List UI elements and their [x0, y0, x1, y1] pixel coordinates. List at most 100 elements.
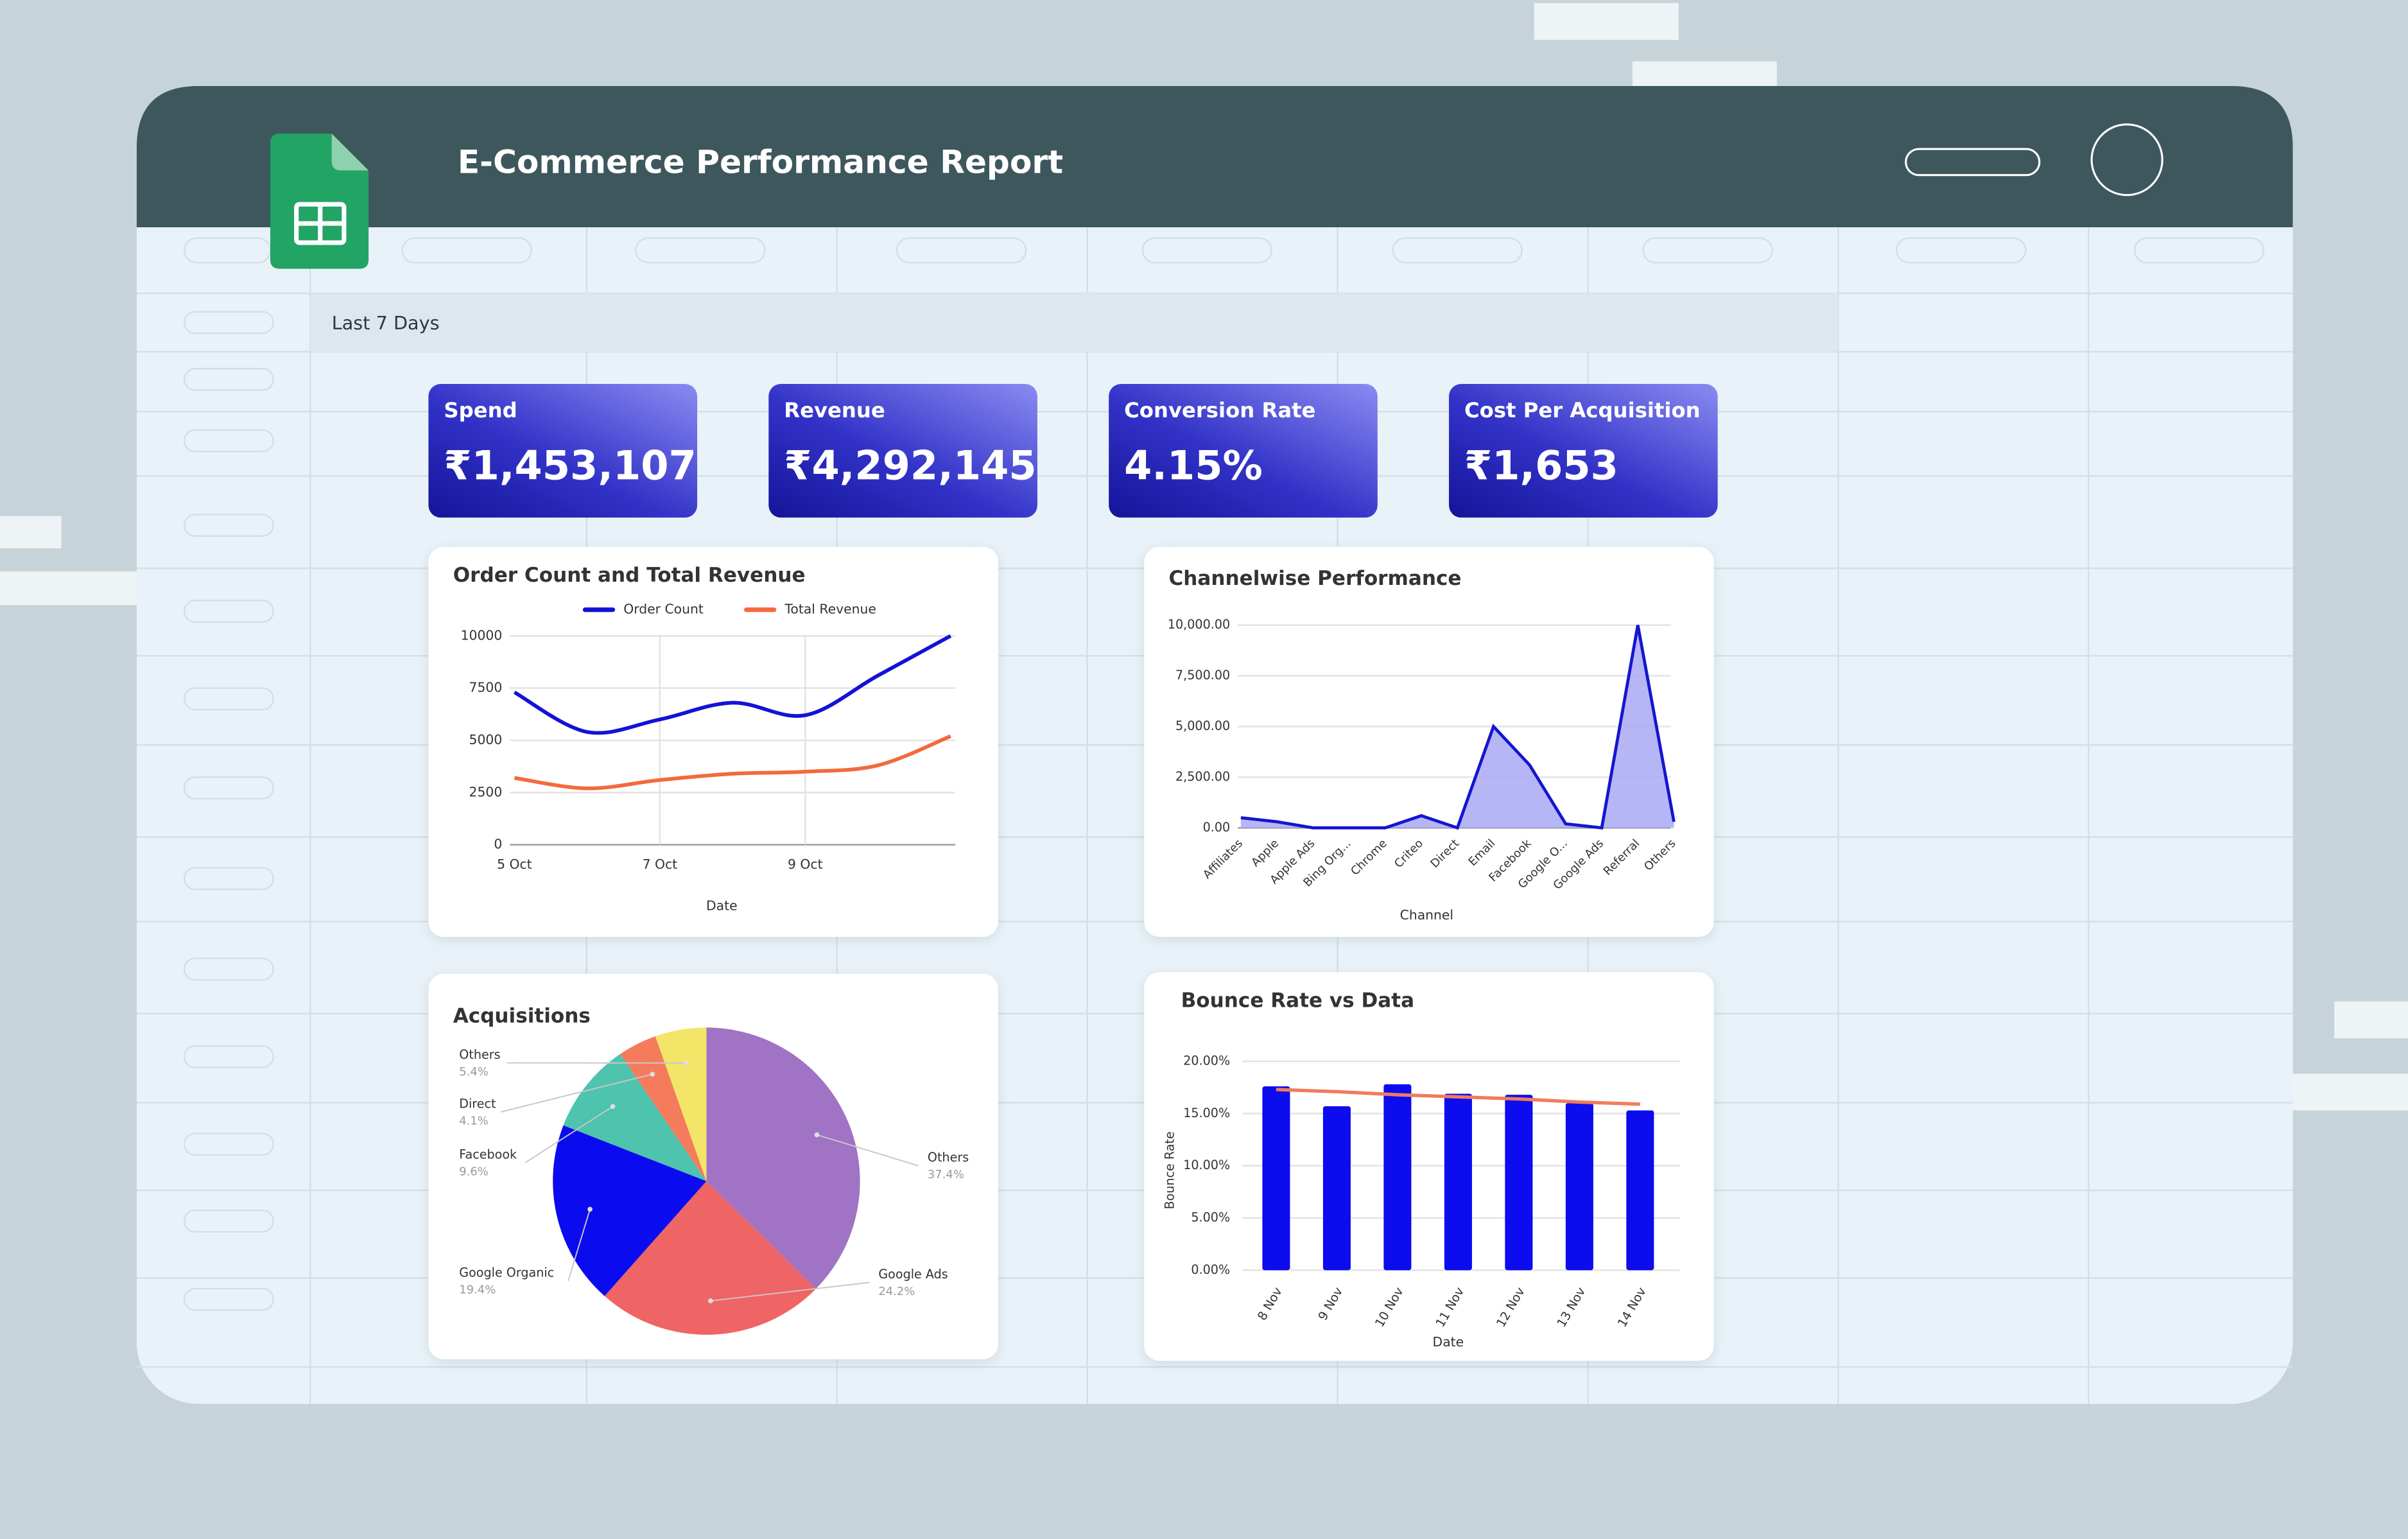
decor — [2288, 1074, 2408, 1111]
chart-title: Channelwise Performance — [1168, 567, 1461, 590]
leader-line — [524, 1106, 614, 1163]
pie-slice — [620, 1036, 707, 1181]
y-tick-label: 5.00% — [1191, 1210, 1230, 1225]
slice-label: Google Organic — [459, 1265, 554, 1280]
y-tick-label: 0.00% — [1191, 1262, 1230, 1277]
kpi-label: Cost Per Acquisition — [1464, 398, 1701, 422]
decor — [1534, 3, 1679, 40]
slice-value-label: 19.4% — [459, 1283, 496, 1296]
kpi-label: Revenue — [784, 398, 885, 422]
leader-dot — [684, 1060, 689, 1066]
pie-slice — [553, 1125, 707, 1296]
x-tick-label: 5 Oct — [497, 856, 532, 872]
slice-label: Others — [928, 1150, 969, 1165]
y-tick-label: 15.00% — [1183, 1106, 1230, 1120]
decor — [2334, 1001, 2408, 1039]
slice-value-label: 37.4% — [928, 1168, 964, 1181]
x-axis-title: Date — [1433, 1334, 1464, 1350]
bar — [1505, 1095, 1533, 1271]
profile-button[interactable] — [2090, 123, 2163, 196]
trend-line — [1276, 1088, 1640, 1106]
window-header — [136, 85, 2293, 228]
kpi-label: Conversion Rate — [1124, 398, 1315, 422]
y-tick-label: 20.00% — [1183, 1054, 1230, 1068]
slice-label: Facebook — [459, 1147, 517, 1161]
kpi-card — [1449, 384, 1718, 518]
decor — [1632, 61, 1777, 86]
chart-title: Order Count and Total Revenue — [453, 564, 806, 587]
leader-line — [500, 1074, 653, 1113]
chart-card — [428, 546, 998, 937]
leader-line — [567, 1209, 591, 1282]
sheet-row-pill — [183, 957, 275, 981]
bar — [1322, 1106, 1351, 1271]
y-tick-label: 10000 — [461, 627, 503, 643]
slice-label: Direct — [459, 1097, 496, 1111]
x-tick-label: 7 Oct — [643, 856, 678, 872]
sheet-row-pill — [183, 687, 275, 711]
y-tick-label: 0 — [494, 837, 502, 852]
kpi-card — [1109, 384, 1378, 518]
kpi-label: Spend — [444, 398, 517, 422]
leader-dot — [814, 1132, 820, 1138]
sheet-header-pill — [1392, 237, 1523, 264]
y-tick-label: 5000 — [469, 732, 503, 747]
legend-label: Order Count — [623, 602, 704, 617]
decor — [0, 571, 142, 605]
y-tick-label: 10,000.00 — [1168, 617, 1230, 632]
y-axis-title: Bounce Rate — [1162, 1131, 1177, 1209]
slice-value-label: 24.2% — [878, 1285, 915, 1298]
filter-row — [310, 293, 1839, 352]
chart-card — [1144, 546, 1714, 937]
pie-slice — [563, 1054, 707, 1181]
line-series — [513, 634, 952, 735]
y-tick-label: 2500 — [469, 784, 503, 799]
y-tick-label: 2,500.00 — [1175, 769, 1230, 784]
pie-slice — [706, 1027, 860, 1289]
leader-dot — [587, 1206, 593, 1212]
sheet-row-pill — [183, 1045, 275, 1068]
area-line — [1240, 625, 1676, 830]
sheet-header-pill — [635, 237, 766, 264]
x-axis-title: Date — [706, 898, 738, 913]
bar — [1262, 1086, 1290, 1271]
bar — [1565, 1103, 1593, 1271]
slice-value-label: 4.1% — [459, 1114, 489, 1127]
sheet-row-pill — [183, 514, 275, 537]
sheet-header-pill — [2133, 237, 2265, 264]
sheet-row-pill — [183, 867, 275, 891]
kpi-value: ₹1,453,107 — [444, 442, 696, 489]
y-tick-label: 10.00% — [1183, 1158, 1230, 1172]
sheet-row-pill — [183, 311, 275, 335]
search-pill[interactable] — [1905, 148, 2041, 177]
leader-dot — [610, 1104, 616, 1109]
y-tick-label: 7,500.00 — [1175, 668, 1230, 683]
x-tick-label: 9 Oct — [788, 856, 823, 872]
y-tick-label: 5,000.00 — [1175, 718, 1230, 733]
pie-slice — [655, 1027, 707, 1181]
sheet-header-pill — [1141, 237, 1272, 264]
sheet-row-pill — [183, 776, 275, 800]
sheet-header-pill — [1642, 237, 1773, 264]
decor — [0, 516, 62, 549]
x-axis-title: Channel — [1400, 907, 1453, 923]
kpi-value: 4.15% — [1124, 442, 1263, 489]
line-series — [514, 734, 951, 790]
sheet-row-pill — [183, 367, 275, 391]
kpi-value: ₹4,292,145 — [784, 442, 1036, 489]
sheet-row-pill — [183, 1133, 275, 1156]
sheet-header-pill — [896, 237, 1027, 264]
leader-dot — [650, 1072, 655, 1077]
sheet-row-pill — [183, 600, 275, 623]
date-filter[interactable]: Last 7 Days — [332, 312, 440, 334]
legend-label: Total Revenue — [784, 602, 876, 617]
sheet-row-pill — [183, 1287, 275, 1311]
y-tick-label: 0.00 — [1203, 820, 1231, 835]
slice-label: Google Ads — [878, 1267, 948, 1282]
leader-line — [817, 1134, 919, 1167]
area-fill — [1240, 625, 1674, 828]
sheet-row-pill — [183, 429, 275, 453]
bar — [1626, 1110, 1654, 1271]
